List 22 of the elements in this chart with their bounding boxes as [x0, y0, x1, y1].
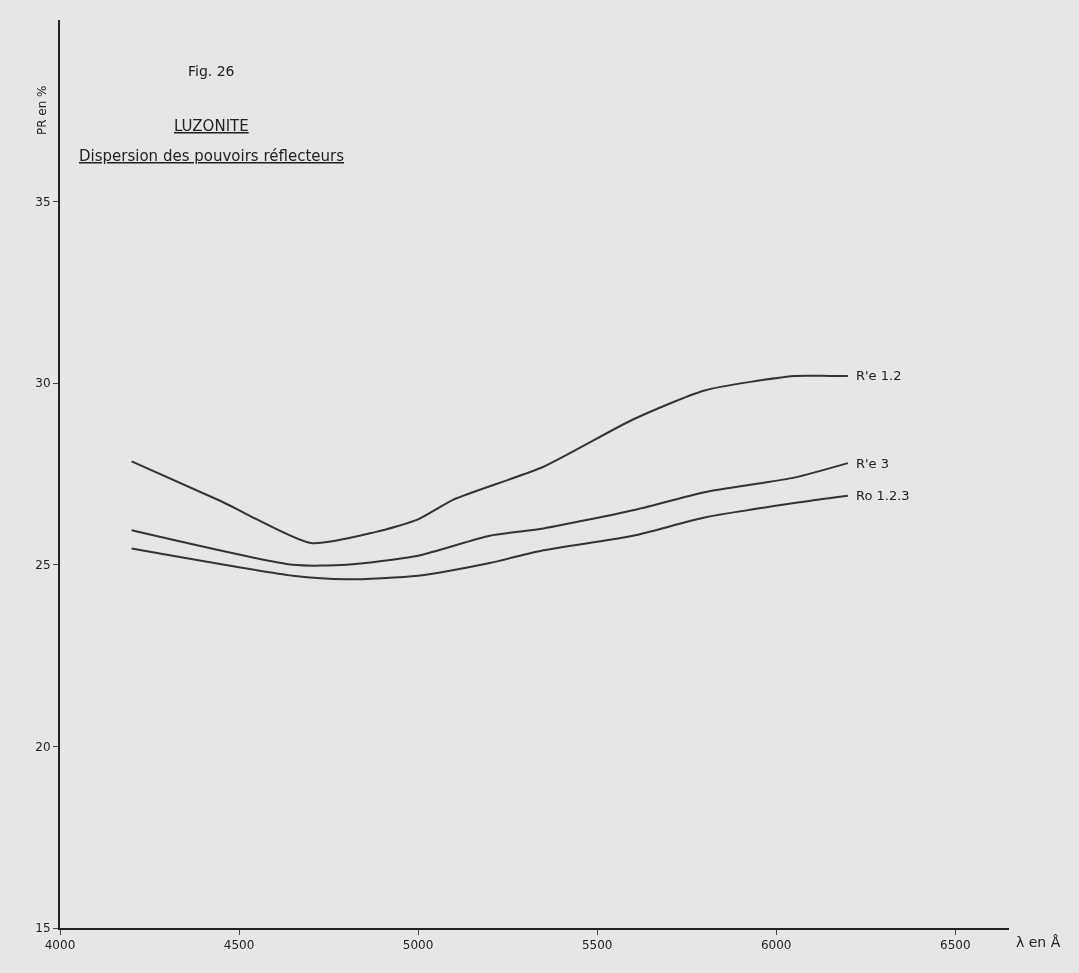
y-tick-label: 25: [35, 558, 51, 572]
series-label: Ro 1.2.3: [856, 488, 910, 503]
x-tick-label: 5500: [581, 938, 613, 953]
x-axis-title: λ en Å: [1016, 934, 1061, 950]
x-tick-label: 4000: [44, 938, 76, 953]
series-label: R'e 1.2: [856, 368, 902, 383]
y-tick-label: 30: [35, 376, 51, 391]
x-tick-label: 6500: [940, 938, 971, 953]
text: Dispersion des pouvoirs réflecteurs: [79, 147, 345, 165]
x-tick-label: 6000: [760, 938, 792, 953]
line-series: [130, 462, 849, 567]
y-tick-label: 15: [35, 921, 51, 936]
text: LUZONITE: [174, 117, 249, 135]
line-series: [130, 374, 849, 545]
y-tick-label: 20: [35, 739, 51, 754]
y-axis-title: PR en %: [34, 85, 49, 136]
y-tick-label: 35: [35, 194, 51, 209]
series-label: R'e 3: [856, 456, 890, 471]
x-tick-label: 4500: [223, 938, 255, 953]
annotation: Fig. 26: [188, 63, 235, 79]
x-tick-label: 5000: [402, 938, 434, 953]
line-series: [130, 494, 849, 581]
